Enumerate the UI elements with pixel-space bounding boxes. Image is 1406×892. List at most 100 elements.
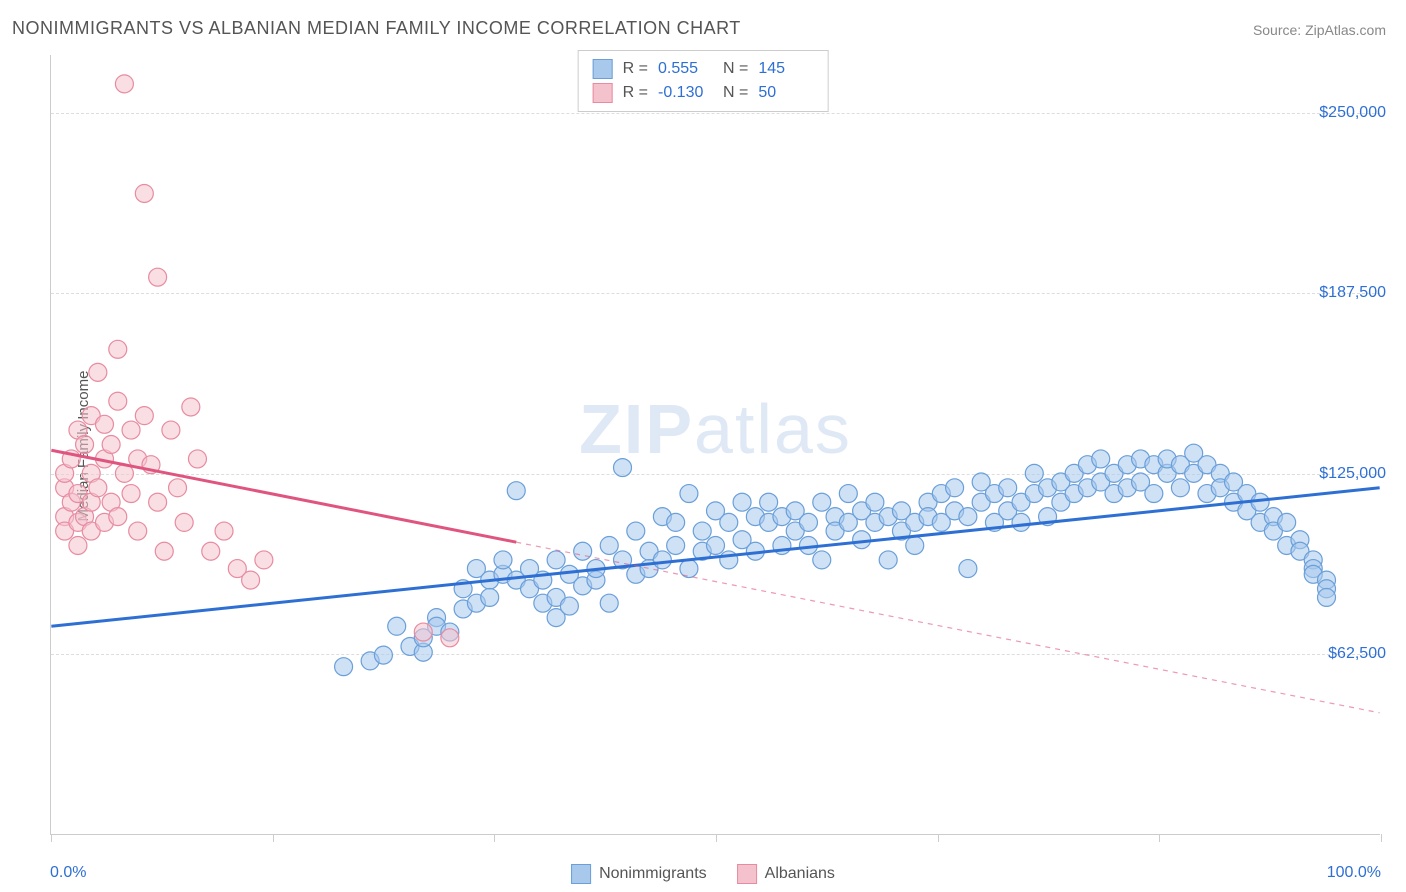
data-point	[720, 513, 738, 531]
data-point	[155, 542, 173, 560]
data-point	[653, 551, 671, 569]
data-point	[866, 493, 884, 511]
legend-series: Nonimmigrants Albanians	[571, 864, 835, 884]
data-point	[109, 508, 127, 526]
r-value-nonimmigrants: 0.555	[658, 60, 713, 78]
data-point	[813, 551, 831, 569]
legend-row-nonimmigrants: R = 0.555 N = 145	[593, 57, 814, 81]
data-point	[374, 646, 392, 664]
data-point	[182, 398, 200, 416]
data-point	[89, 479, 107, 497]
data-point	[680, 485, 698, 503]
data-point	[680, 560, 698, 578]
data-point	[481, 588, 499, 606]
legend-label-albanians: Albanians	[765, 865, 835, 883]
data-point	[388, 617, 406, 635]
data-point	[122, 485, 140, 503]
source-label: Source:	[1253, 22, 1305, 38]
data-point	[129, 522, 147, 540]
data-point	[799, 513, 817, 531]
x-axis-tick	[1381, 834, 1382, 842]
x-axis-tick	[51, 834, 52, 842]
swatch-albanians-bottom	[737, 864, 757, 884]
data-point	[600, 536, 618, 554]
data-point	[102, 436, 120, 454]
n-label-2: N =	[723, 84, 748, 102]
data-point	[149, 268, 167, 286]
chart-title: NONIMMIGRANTS VS ALBANIAN MEDIAN FAMILY …	[12, 18, 741, 39]
data-point	[76, 436, 94, 454]
data-point	[335, 658, 353, 676]
data-point	[760, 493, 778, 511]
data-point	[999, 479, 1017, 497]
x-axis-max-label: 100.0%	[1327, 864, 1381, 882]
source-attribution: Source: ZipAtlas.com	[1253, 22, 1386, 38]
data-point	[494, 551, 512, 569]
legend-item-nonimmigrants: Nonimmigrants	[571, 864, 707, 884]
r-label-2: R =	[623, 84, 648, 102]
data-point	[135, 185, 153, 203]
data-point	[693, 522, 711, 540]
data-point	[255, 551, 273, 569]
data-point	[707, 536, 725, 554]
data-point	[122, 421, 140, 439]
n-value-albanians: 50	[758, 84, 813, 102]
source-name: ZipAtlas.com	[1305, 22, 1386, 38]
data-point	[507, 482, 525, 500]
data-point	[667, 536, 685, 554]
data-point	[242, 571, 260, 589]
trend-line-dashed	[516, 542, 1379, 713]
data-point	[115, 75, 133, 93]
data-point	[414, 623, 432, 641]
data-point	[188, 450, 206, 468]
data-point	[1278, 513, 1296, 531]
swatch-nonimmigrants-bottom	[571, 864, 591, 884]
x-axis-tick	[273, 834, 274, 842]
chart-container: NONIMMIGRANTS VS ALBANIAN MEDIAN FAMILY …	[0, 0, 1406, 892]
data-point	[614, 459, 632, 477]
legend-item-albanians: Albanians	[737, 864, 835, 884]
n-value-nonimmigrants: 145	[758, 60, 813, 78]
data-point	[946, 479, 964, 497]
data-point	[1171, 479, 1189, 497]
r-label: R =	[623, 60, 648, 78]
data-point	[202, 542, 220, 560]
data-point	[839, 485, 857, 503]
data-point	[149, 493, 167, 511]
trend-line	[51, 450, 516, 542]
x-axis-tick	[1159, 834, 1160, 842]
data-point	[1025, 464, 1043, 482]
data-point	[959, 560, 977, 578]
x-axis-min-label: 0.0%	[50, 864, 86, 882]
data-point	[441, 629, 459, 647]
data-point	[89, 363, 107, 381]
data-point	[162, 421, 180, 439]
swatch-nonimmigrants	[593, 59, 613, 79]
data-point	[959, 508, 977, 526]
data-point	[215, 522, 233, 540]
data-point	[906, 536, 924, 554]
swatch-albanians	[593, 83, 613, 103]
data-point	[109, 392, 127, 410]
x-axis-tick	[716, 834, 717, 842]
data-point	[667, 513, 685, 531]
data-point	[135, 407, 153, 425]
data-point	[69, 536, 87, 554]
data-point	[175, 513, 193, 531]
data-point	[560, 597, 578, 615]
data-point	[733, 493, 751, 511]
legend-correlation: R = 0.555 N = 145 R = -0.130 N = 50	[578, 50, 829, 112]
legend-row-albanians: R = -0.130 N = 50	[593, 81, 814, 105]
data-point	[1318, 588, 1336, 606]
x-axis-tick	[938, 834, 939, 842]
data-point	[547, 551, 565, 569]
data-point	[879, 551, 897, 569]
data-point	[95, 415, 113, 433]
data-point	[574, 542, 592, 560]
data-point	[169, 479, 187, 497]
plot-area: ZIPatlas	[50, 55, 1380, 835]
data-point	[109, 340, 127, 358]
data-point	[1145, 485, 1163, 503]
data-point	[1092, 450, 1110, 468]
r-value-albanians: -0.130	[658, 84, 713, 102]
